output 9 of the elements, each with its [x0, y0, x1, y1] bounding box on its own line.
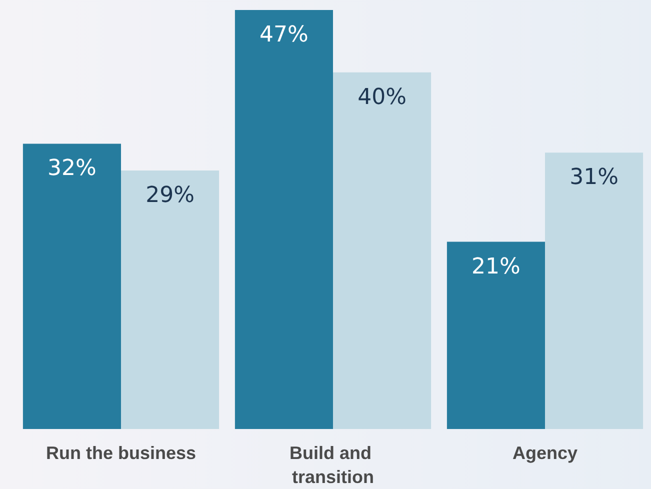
x-tick-label: Build and transition	[290, 443, 376, 487]
data-label: 32%	[48, 156, 96, 182]
data-label: 29%	[146, 182, 194, 208]
data-label: 31%	[570, 165, 618, 190]
x-tick-label: Run the business	[46, 443, 196, 463]
data-label: 40%	[358, 84, 406, 110]
x-tick-label: Agency	[512, 443, 578, 463]
data-label: 47%	[260, 22, 308, 48]
data-label: 21%	[472, 254, 520, 280]
